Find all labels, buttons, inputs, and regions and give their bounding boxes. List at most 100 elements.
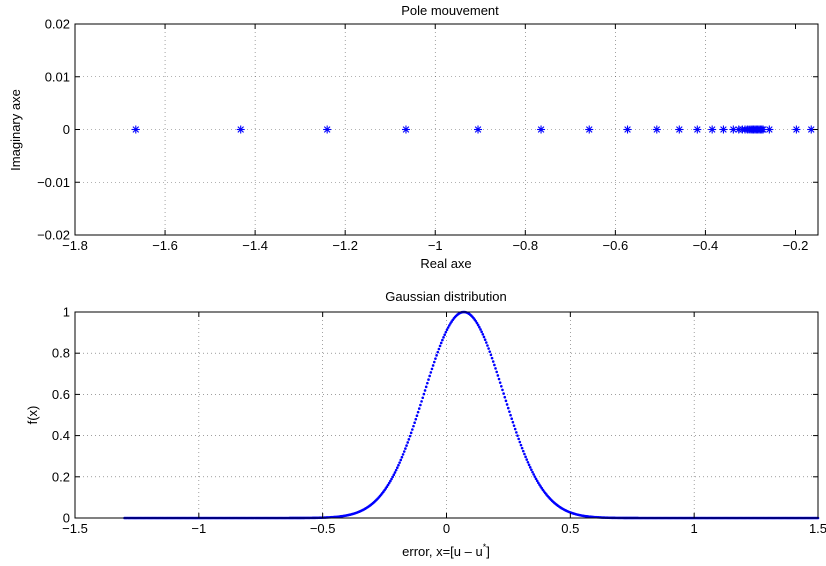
distribution-point <box>516 434 519 437</box>
y-tick-label: −0.02 <box>37 228 70 243</box>
distribution-point <box>393 471 397 474</box>
distribution-point <box>490 356 494 360</box>
distribution-point <box>496 374 500 377</box>
distribution-point <box>478 325 481 329</box>
y-tick-label: 0.02 <box>45 17 70 32</box>
distribution-point <box>497 377 501 381</box>
pole-marker <box>401 125 410 134</box>
distribution-point <box>391 475 394 479</box>
y-axis-ticks: 0 0.2 0.4 0.6 0.8 1 <box>52 305 818 526</box>
distribution-point <box>434 357 437 360</box>
distribution-point <box>409 431 413 435</box>
distribution-point <box>389 479 392 483</box>
distribution-point <box>408 434 412 438</box>
distribution-point <box>411 428 414 431</box>
y-axis-ticks: −0.02 −0.01 0 0.01 0.02 <box>37 17 818 243</box>
distribution-point <box>398 461 401 464</box>
distribution-point <box>509 413 512 417</box>
distribution-point <box>392 473 396 477</box>
pole-marker <box>537 125 546 134</box>
pole-movement-plot: Pole mouvement −1.8 −1.6 −1.4 −1.2 −1 −0.8 −0.… <box>8 3 819 271</box>
distribution-point <box>414 417 418 421</box>
distribution-point <box>530 468 533 472</box>
y-tick-label: 0.8 <box>52 346 70 361</box>
x-tick-label: −1 <box>191 521 206 536</box>
distribution-point <box>400 455 404 459</box>
distribution-point <box>504 399 508 403</box>
distribution-point <box>407 438 411 441</box>
distribution-point <box>442 336 445 339</box>
y-tick-label: 1 <box>63 305 70 320</box>
distribution-point <box>506 406 510 410</box>
distribution-point <box>481 333 485 336</box>
pole-marker <box>652 125 661 134</box>
x-axis-label: Real axe <box>420 256 471 271</box>
x-tick-label: −1.2 <box>332 238 358 253</box>
pole-marker <box>719 125 728 134</box>
x-tick-label: −1.5 <box>62 521 88 536</box>
distribution-point <box>394 468 398 472</box>
distribution-point <box>513 427 517 431</box>
distribution-point <box>518 440 522 444</box>
x-tick-label: −0.4 <box>693 238 719 253</box>
distribution-point <box>531 470 534 474</box>
distribution-point <box>413 421 416 425</box>
distribution-point <box>488 350 492 353</box>
distribution-point <box>386 483 390 487</box>
y-tick-label: −0.01 <box>37 175 70 190</box>
distribution-point <box>500 384 503 388</box>
y-tick-label: 0.2 <box>52 469 70 484</box>
y-axis-label: Imaginary axe <box>8 89 23 171</box>
data-points <box>123 310 820 520</box>
distribution-point <box>515 431 518 434</box>
x-tick-label: −1.8 <box>62 238 88 253</box>
distribution-point <box>520 446 524 450</box>
x-tick-label: −0.6 <box>603 238 629 253</box>
distribution-point <box>486 344 489 347</box>
distribution-point <box>415 414 419 418</box>
distribution-point <box>387 481 391 485</box>
pole-marker <box>765 125 774 134</box>
distribution-point <box>427 378 430 381</box>
distribution-point <box>430 367 434 371</box>
plot-frame <box>74 23 819 236</box>
x-axis-ticks: −1.8 −1.6 −1.4 −1.2 −1 −0.8 −0.6 −0.4 −0.2 <box>62 24 808 253</box>
distribution-point <box>429 371 433 374</box>
distribution-point <box>484 341 488 344</box>
y-tick-label: 0.6 <box>52 387 70 402</box>
distribution-point <box>438 344 442 348</box>
grid <box>75 24 818 235</box>
distribution-point <box>523 452 526 456</box>
distribution-point <box>419 403 422 407</box>
distribution-point <box>527 463 531 467</box>
distribution-point <box>494 367 497 370</box>
distribution-point <box>423 389 427 392</box>
distribution-point <box>511 420 515 424</box>
x-tick-label: −1 <box>428 238 443 253</box>
distribution-point <box>401 453 405 456</box>
distribution-point <box>431 364 435 367</box>
x-axis-label-end: ] <box>486 544 490 559</box>
distribution-point <box>422 392 426 396</box>
y-axis-label: f(x) <box>25 406 40 425</box>
x-axis-label: error, x=[u – u*] <box>402 542 490 559</box>
distribution-point <box>399 458 403 462</box>
distribution-point <box>502 392 505 395</box>
distribution-point <box>479 328 482 331</box>
distribution-point <box>402 450 406 453</box>
distribution-point <box>439 341 443 345</box>
distribution-point <box>482 335 486 339</box>
plot-title: Pole mouvement <box>401 3 499 18</box>
distribution-point <box>416 410 420 414</box>
distribution-point <box>493 363 496 367</box>
distribution-point <box>437 347 441 351</box>
y-tick-label: 0.01 <box>45 69 70 84</box>
distribution-point <box>435 354 438 357</box>
distribution-point <box>428 374 431 378</box>
plot-title: Gaussian distribution <box>385 289 506 304</box>
pole-marker <box>474 125 483 134</box>
pole-marker <box>623 125 632 134</box>
distribution-point <box>445 328 449 332</box>
distribution-point <box>521 449 525 453</box>
